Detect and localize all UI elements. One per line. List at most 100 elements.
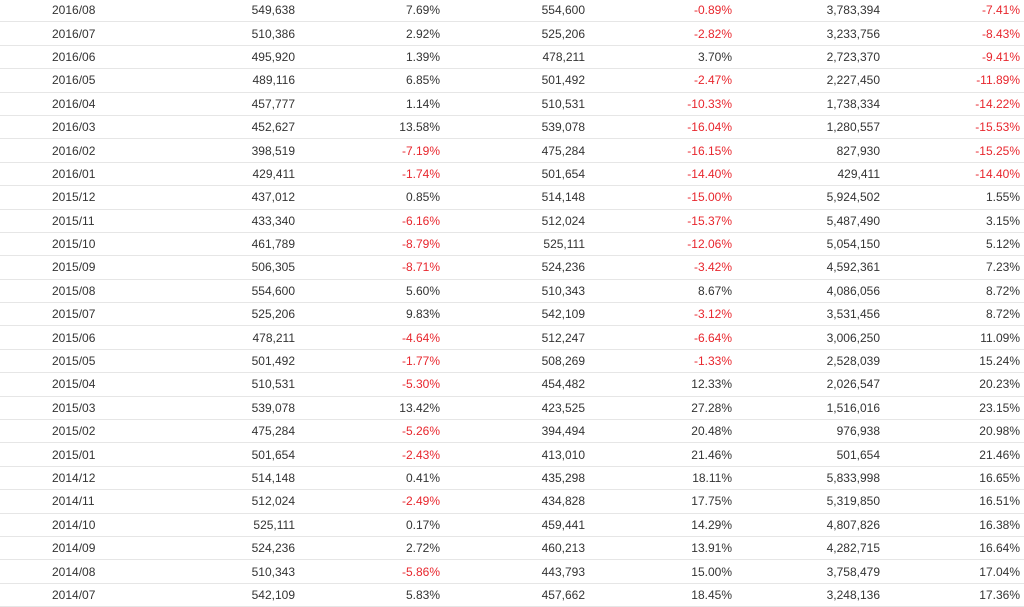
cumulative-value-cell: 5,833,998: [732, 466, 880, 491]
period-cell: 2015/02: [0, 419, 160, 444]
cumulative-value-cell: 3,531,456: [732, 302, 880, 327]
period-cell: 2015/01: [0, 442, 160, 467]
cumulative-change-cell: 20.23%: [880, 372, 1024, 397]
cumulative-value-cell: 4,592,361: [732, 255, 880, 280]
period-cell: 2014/09: [0, 536, 160, 561]
cumulative-change-cell: 8.72%: [880, 302, 1024, 327]
value-change-cell: -1.74%: [295, 162, 440, 187]
cumulative-value-cell: 429,411: [732, 162, 880, 187]
cumulative-value-cell: 3,758,479: [732, 559, 880, 584]
cumulative-value-cell: 5,054,150: [732, 232, 880, 257]
cumulative-value-cell: 2,528,039: [732, 349, 880, 374]
compare-change-cell: -6.64%: [585, 325, 732, 350]
period-cell: 2014/08: [0, 559, 160, 584]
value-cell: 398,519: [160, 138, 295, 163]
compare-change-cell: -3.12%: [585, 302, 732, 327]
compare-change-cell: 18.45%: [585, 583, 732, 607]
compare-value-cell: 457,662: [440, 583, 585, 607]
cumulative-value-cell: 4,807,826: [732, 513, 880, 537]
value-cell: 524,236: [160, 536, 295, 561]
compare-value-cell: 460,213: [440, 536, 585, 561]
cumulative-change-cell: 1.55%: [880, 185, 1024, 210]
period-cell: 2016/04: [0, 92, 160, 116]
cumulative-change-cell: 8.72%: [880, 279, 1024, 304]
value-cell: 554,600: [160, 279, 295, 304]
compare-change-cell: 20.48%: [585, 419, 732, 444]
cumulative-value-cell: 5,487,490: [732, 209, 880, 233]
table-row: 2016/03 452,627 13.58% 539,078 -16.04% 1,280,…: [0, 115, 1024, 140]
cumulative-change-cell: 17.04%: [880, 559, 1024, 584]
compare-value-cell: 508,269: [440, 349, 585, 374]
table-row: 2015/08 554,600 5.60% 510,343 8.67% 4,086,056…: [0, 279, 1024, 304]
period-cell: 2015/03: [0, 396, 160, 421]
period-cell: 2015/06: [0, 325, 160, 350]
value-cell: 510,386: [160, 21, 295, 46]
period-cell: 2016/08: [0, 0, 160, 23]
table-row: 2015/11 433,340 -6.16% 512,024 -15.37% 5,487,…: [0, 209, 1024, 233]
table-row: 2015/03 539,078 13.42% 423,525 27.28% 1,516,0…: [0, 396, 1024, 421]
cumulative-value-cell: 4,282,715: [732, 536, 880, 561]
value-change-cell: -1.77%: [295, 349, 440, 374]
value-change-cell: -2.49%: [295, 489, 440, 514]
compare-value-cell: 525,206: [440, 21, 585, 46]
cumulative-change-cell: -8.43%: [880, 21, 1024, 46]
value-cell: 475,284: [160, 419, 295, 444]
cumulative-change-cell: -11.89%: [880, 68, 1024, 93]
value-cell: 457,777: [160, 92, 295, 116]
compare-value-cell: 454,482: [440, 372, 585, 397]
cumulative-value-cell: 1,516,016: [732, 396, 880, 421]
table-row: 2016/08 549,638 7.69% 554,600 -0.89% 3,783,39…: [0, 0, 1024, 23]
value-change-cell: 1.39%: [295, 45, 440, 70]
compare-change-cell: 17.75%: [585, 489, 732, 514]
compare-value-cell: 514,148: [440, 185, 585, 210]
compare-value-cell: 443,793: [440, 559, 585, 584]
value-cell: 539,078: [160, 396, 295, 421]
period-cell: 2016/07: [0, 21, 160, 46]
table-row: 2016/05 489,116 6.85% 501,492 -2.47% 2,227,45…: [0, 68, 1024, 93]
table-row: 2014/07 542,109 5.83% 457,662 18.45% 3,248,13…: [0, 583, 1024, 607]
value-change-cell: 1.14%: [295, 92, 440, 116]
compare-change-cell: 13.91%: [585, 536, 732, 561]
cumulative-value-cell: 2,227,450: [732, 68, 880, 93]
value-change-cell: 0.17%: [295, 513, 440, 537]
value-change-cell: 5.60%: [295, 279, 440, 304]
compare-value-cell: 475,284: [440, 138, 585, 163]
period-cell: 2015/07: [0, 302, 160, 327]
period-cell: 2015/12: [0, 185, 160, 210]
table-row: 2015/05 501,492 -1.77% 508,269 -1.33% 2,528,0…: [0, 349, 1024, 374]
compare-value-cell: 423,525: [440, 396, 585, 421]
period-cell: 2015/05: [0, 349, 160, 374]
table-row: 2016/01 429,411 -1.74% 501,654 -14.40% 429,41…: [0, 162, 1024, 187]
compare-value-cell: 512,024: [440, 209, 585, 233]
compare-change-cell: 27.28%: [585, 396, 732, 421]
value-cell: 512,024: [160, 489, 295, 514]
compare-change-cell: -2.82%: [585, 21, 732, 46]
table-row: 2015/10 461,789 -8.79% 525,111 -12.06% 5,054,…: [0, 232, 1024, 257]
compare-change-cell: 21.46%: [585, 442, 732, 467]
table-row: 2016/06 495,920 1.39% 478,211 3.70% 2,723,370…: [0, 45, 1024, 70]
table-row: 2014/09 524,236 2.72% 460,213 13.91% 4,282,71…: [0, 536, 1024, 561]
compare-change-cell: 3.70%: [585, 45, 732, 70]
value-cell: 433,340: [160, 209, 295, 233]
value-change-cell: 13.42%: [295, 396, 440, 421]
period-cell: 2014/07: [0, 583, 160, 607]
value-cell: 549,638: [160, 0, 295, 23]
cumulative-change-cell: -15.53%: [880, 115, 1024, 140]
cumulative-change-cell: 11.09%: [880, 325, 1024, 350]
value-cell: 525,111: [160, 513, 295, 537]
value-change-cell: -6.16%: [295, 209, 440, 233]
compare-value-cell: 539,078: [440, 115, 585, 140]
table-row: 2015/12 437,012 0.85% 514,148 -15.00% 5,924,5…: [0, 185, 1024, 210]
cumulative-change-cell: -9.41%: [880, 45, 1024, 70]
cumulative-value-cell: 5,924,502: [732, 185, 880, 210]
value-cell: 489,116: [160, 68, 295, 93]
cumulative-change-cell: -15.25%: [880, 138, 1024, 163]
cumulative-change-cell: 20.98%: [880, 419, 1024, 444]
compare-change-cell: 8.67%: [585, 279, 732, 304]
value-cell: 510,343: [160, 559, 295, 584]
compare-value-cell: 394,494: [440, 419, 585, 444]
period-cell: 2016/01: [0, 162, 160, 187]
compare-value-cell: 512,247: [440, 325, 585, 350]
compare-change-cell: -12.06%: [585, 232, 732, 257]
